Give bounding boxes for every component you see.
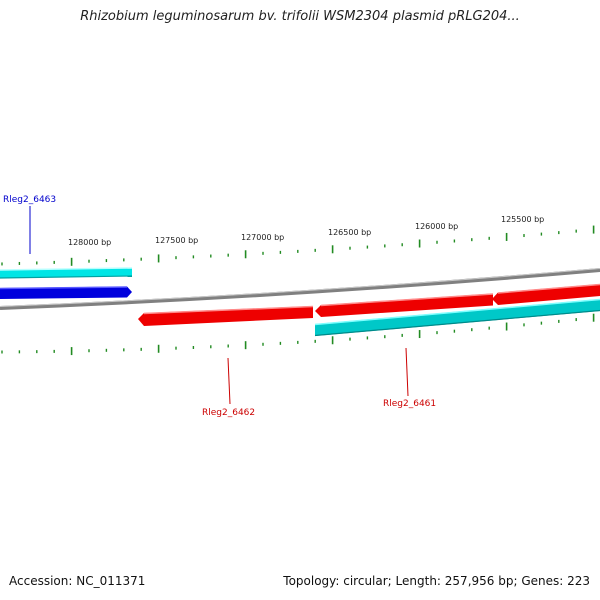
gene-arrow-offscreen-highlight: [497, 283, 600, 294]
cds-bar-forward-highlight: [0, 267, 133, 271]
outer-tick-ring: [1, 225, 595, 266]
gene-label-leader: [405, 347, 409, 397]
cds-bar-forward[interactable]: [0, 268, 132, 278]
genome-backbone-highlight: [0, 268, 600, 307]
accession-text: Accession: NC_011371: [9, 574, 146, 588]
bp-label: 127000 bp: [241, 233, 284, 242]
genome-backbone: [0, 268, 600, 310]
gene-arrow-rleg2-6463[interactable]: [0, 286, 132, 300]
gene-arrow-rleg2-6462[interactable]: [138, 306, 313, 326]
cds-bar-forward-shadow: [0, 275, 133, 279]
gene-label-rleg2-6461[interactable]: Rleg2_6461: [383, 399, 436, 409]
cds-bar-reverse[interactable]: [315, 299, 600, 336]
gene-arrow-rleg2-6462-highlight: [143, 305, 314, 315]
bp-label: 126500 bp: [328, 228, 371, 237]
cds-bar-reverse-highlight: [314, 298, 600, 326]
topology-summary: Topology: circular; Length: 257,956 bp; …: [283, 574, 590, 588]
gene-arrow-rleg2-6461[interactable]: [315, 293, 493, 318]
gene-label-leader: [227, 357, 231, 405]
bp-label: 125500 bp: [501, 215, 544, 224]
gene-arrow-offscreen[interactable]: [492, 284, 600, 305]
gene-arrow-rleg2-6463-highlight: [0, 286, 128, 290]
gene-arrow-rleg2-6461-highlight: [320, 293, 494, 307]
gene-label-rleg2-6463[interactable]: Rleg2_6463: [3, 195, 56, 205]
bp-label: 127500 bp: [155, 236, 198, 245]
map-title: Rhizobium leguminosarum bv. trifolii WSM…: [80, 9, 520, 24]
bp-label: 128000 bp: [68, 238, 111, 247]
cds-bar-reverse-shadow: [314, 309, 600, 337]
bp-label: 126000 bp: [415, 222, 458, 231]
inner-tick-ring: [1, 313, 595, 356]
gene-label-rleg2-6462[interactable]: Rleg2_6462: [202, 408, 255, 418]
